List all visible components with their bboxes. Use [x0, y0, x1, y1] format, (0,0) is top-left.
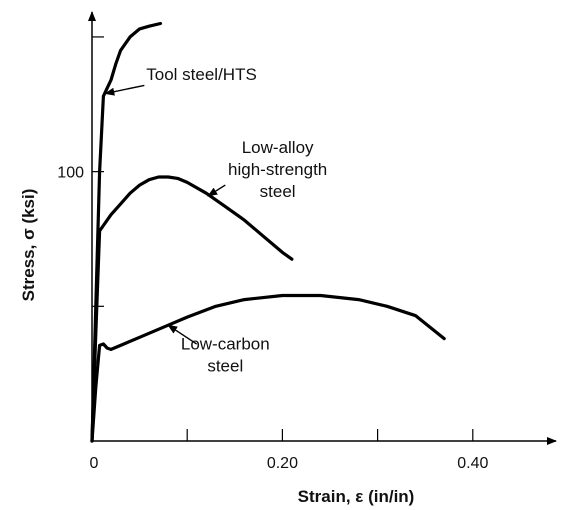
axes — [88, 11, 557, 445]
y-tick-label: 100 — [57, 165, 84, 182]
annotation-alloy: Low-alloy high-strength steel — [207, 138, 327, 201]
annotation-text: Low-alloy — [242, 138, 314, 157]
x-tick-label: 0.40 — [457, 455, 488, 472]
annotation-text: high-strength — [228, 160, 327, 179]
annotation-arrow — [167, 324, 198, 345]
annotation-layer: Tool steel/HTS Low-alloy high-strength stee… — [104, 65, 327, 375]
annotation-arrow — [207, 184, 226, 197]
series-line-carbon — [90, 293, 446, 443]
x-tick-label: 0.20 — [267, 455, 298, 472]
annotation-text: Low-carbon — [181, 334, 270, 353]
annotation-text: steel — [207, 356, 243, 375]
series-line-tool — [90, 21, 163, 443]
x-axis-title: Strain, ε (in/in) — [298, 487, 415, 506]
annotation-text: steel — [260, 182, 296, 201]
series-line-alloy — [90, 175, 294, 443]
annotation-carbon: Low-carbon steel — [167, 324, 270, 375]
x-tick-label: 0 — [90, 455, 99, 472]
annotation-arrow — [104, 84, 145, 96]
annotation-text: Tool steel/HTS — [146, 65, 257, 84]
axis-ticks: 0 0.20 0.40 100 — [57, 36, 488, 472]
annotation-tool: Tool steel/HTS — [104, 65, 257, 96]
series-layer — [90, 21, 446, 443]
y-axis-title: Stress, σ (ksi) — [19, 189, 38, 302]
